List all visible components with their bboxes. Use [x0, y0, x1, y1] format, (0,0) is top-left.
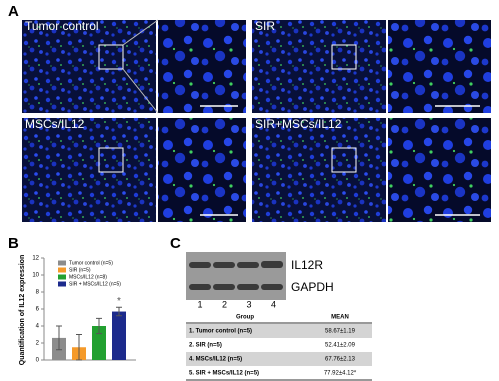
table-cell: 1. Tumor control (n=5) [189, 329, 252, 335]
error-bar [116, 306, 122, 317]
micrograph-zoom [388, 118, 491, 222]
chart: 0 2 4 6 8 10 12 * Tumor control (n=5)SIR (n=5)MS… [32, 256, 136, 364]
legend-label: MSCs/IL12 (n=8) [69, 274, 107, 280]
error-bar [56, 325, 62, 351]
micrograph [22, 118, 156, 222]
y-tick-label: 0 [36, 358, 40, 364]
micrograph [252, 118, 386, 222]
table-cell: 4. MSCs/IL12 (n=5) [189, 357, 242, 363]
table-cell: 67.76±2.13 [325, 357, 356, 363]
table-cell: 52.41±2.09 [325, 343, 356, 349]
panel-label: C [170, 235, 181, 252]
lane-label: 3 [246, 299, 251, 309]
panel-label: B [8, 235, 19, 252]
lane-label: 1 [197, 299, 202, 309]
blot-bands [189, 261, 283, 290]
image-label: MSCs/IL12 [25, 117, 85, 131]
table-cell: 2. SIR (n=5) [189, 343, 222, 349]
image-label: SIR [255, 19, 275, 33]
y-tick-label: 2 [36, 341, 40, 347]
table-cell: 5. SIR + MSCs/IL12 (n=5) [189, 371, 259, 377]
legend-label: SIR (n=5) [69, 267, 91, 273]
y-tick-label: 10 [32, 273, 39, 279]
panel-label: A [8, 3, 19, 20]
y-tick-label: 4 [36, 324, 40, 330]
row-shade [186, 324, 372, 338]
legend-swatch [58, 267, 66, 273]
lane-label: 2 [222, 299, 227, 309]
panel-c: IL12R GAPDH 1 2 3 4 Group MEAN 1. Tumor control … [186, 252, 372, 381]
micrograph [252, 20, 386, 113]
blot-label: IL12R [291, 258, 323, 272]
legend-swatch [58, 260, 66, 266]
y-tick-label: 8 [36, 290, 40, 296]
y-tick-label: 6 [36, 307, 40, 313]
error-bar [76, 334, 82, 361]
zoom-boxes [98, 19, 357, 173]
micrograph [22, 20, 156, 113]
blot [186, 252, 286, 300]
panel-a: Tumor control SIR MSCs/IL12 SIR+MSCs/IL1… [22, 19, 491, 222]
blot-label: GAPDH [291, 280, 334, 294]
legend-label: Tumor control (n=5) [69, 260, 113, 266]
micrograph-zoom [158, 20, 246, 113]
image-label: SIR+MSCs/IL12 [255, 117, 342, 131]
bar [92, 326, 106, 360]
annotation: * [117, 296, 121, 307]
lane-label: 4 [271, 299, 276, 309]
image-label: Tumor control [25, 19, 99, 33]
legend-swatch [58, 274, 66, 280]
row-shade [186, 352, 372, 366]
y-tick-label: 12 [32, 256, 39, 262]
table-cell: 58.67±1.19 [325, 329, 356, 335]
table-header: MEAN [331, 315, 349, 321]
bar [112, 311, 126, 360]
table-header: Group [236, 315, 254, 321]
legend-swatch [58, 281, 66, 287]
table-cell: 77.92±4.12* [324, 371, 357, 377]
y-axis-label: Quantification of IL12 expression [19, 255, 26, 365]
scale-bars [200, 105, 480, 216]
micrograph-zoom [388, 20, 491, 113]
error-bar [96, 317, 102, 335]
micrograph-zoom [158, 118, 246, 222]
legend-label: SIR + MSCs/IL12 (n=5) [69, 281, 121, 287]
